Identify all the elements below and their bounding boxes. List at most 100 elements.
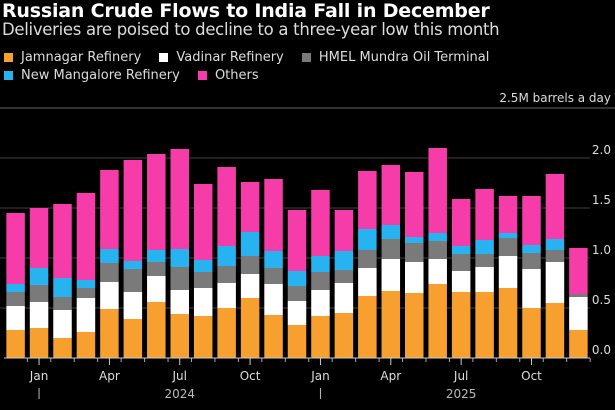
bar-stack <box>29 208 49 358</box>
bar-segment-vadinar-refinery <box>29 302 49 328</box>
bar-segment-new-mangalore-refinery <box>123 261 143 269</box>
bar-segment-hmel-mundra-oil-terminal <box>6 292 25 306</box>
bar-stack <box>287 210 307 358</box>
bar-segment-others <box>29 208 49 268</box>
bar-stack <box>193 184 213 358</box>
bar-segment-new-mangalore-refinery <box>147 250 166 262</box>
legend-label: New Mangalore Refinery <box>21 68 180 83</box>
bar-segment-vadinar-refinery <box>522 269 541 308</box>
bar-segment-vadinar-refinery <box>123 292 143 319</box>
bar-segment-jamnagar-refinery <box>287 325 307 358</box>
legend-swatch <box>301 53 311 62</box>
bar-segment-others <box>498 196 518 233</box>
bar-segment-jamnagar-refinery <box>498 288 518 358</box>
chart-title: Russian Crude Flows to India Fall in Dec… <box>2 0 490 22</box>
bar-segment-others <box>170 149 189 249</box>
legend-item-hmel: HMEL Mundra Oil Terminal <box>301 49 489 66</box>
bar-segment-vadinar-refinery <box>53 310 72 338</box>
bar-segment-others <box>311 190 330 256</box>
bar-segment-new-mangalore-refinery <box>405 237 424 243</box>
axes: 0.0 0.5 1.0 1.5 2.0 Jan Apr Jul Oct Jan Apr Jul Oct 2… <box>4 143 611 401</box>
bar-segment-vadinar-refinery <box>193 288 213 316</box>
bar-segment-vadinar-refinery <box>569 297 588 330</box>
x-tick-label: Apr <box>99 369 120 383</box>
bar-segment-hmel-mundra-oil-terminal <box>100 263 119 282</box>
legend-item-jamnagar: Jamnagar Refinery <box>4 49 141 66</box>
bar-segment-vadinar-refinery <box>381 259 401 291</box>
bar-segment-hmel-mundra-oil-terminal <box>358 250 377 268</box>
bar-segment-others <box>287 210 307 271</box>
x-tick-label: Apr <box>380 369 401 383</box>
bar-segment-new-mangalore-refinery <box>334 251 354 270</box>
bar-segment-new-mangalore-refinery <box>287 271 307 286</box>
legend-swatch <box>4 71 13 80</box>
bar-stack <box>405 172 424 358</box>
year-label: 2024 <box>164 387 195 401</box>
bar-segment-new-mangalore-refinery <box>6 284 25 292</box>
bar-segment-hmel-mundra-oil-terminal <box>147 262 166 276</box>
bar-segment-jamnagar-refinery <box>170 314 189 358</box>
bar-segment-jamnagar-refinery <box>217 308 236 358</box>
bar-stack <box>451 199 471 358</box>
legend-label: Jamnagar Refinery <box>21 50 142 65</box>
bar-stack <box>545 174 565 358</box>
bar-segment-hmel-mundra-oil-terminal <box>522 253 541 269</box>
bar-segment-vadinar-refinery <box>287 301 307 325</box>
bar-segment-others <box>53 204 72 278</box>
bar-segment-new-mangalore-refinery <box>100 249 119 263</box>
y-tick-label: 0.0 <box>592 343 611 357</box>
bar-segment-new-mangalore-refinery <box>381 225 401 239</box>
legend-swatch <box>4 53 13 62</box>
bar-segment-others <box>334 210 354 251</box>
legend-label: Vadinar Refinery <box>176 50 284 65</box>
bar-segment-hmel-mundra-oil-terminal <box>123 269 143 292</box>
bar-segment-hmel-mundra-oil-terminal <box>545 250 565 262</box>
bar-segment-vadinar-refinery <box>264 284 283 315</box>
bar-segment-vadinar-refinery <box>6 306 25 330</box>
bar-segment-jamnagar-refinery <box>193 316 213 358</box>
bar-stack <box>475 189 494 358</box>
bar-segment-vadinar-refinery <box>100 282 119 309</box>
bar-segment-vadinar-refinery <box>428 259 447 284</box>
bar-segment-new-mangalore-refinery <box>240 232 260 256</box>
bar-segment-hmel-mundra-oil-terminal <box>76 288 96 298</box>
bar-segment-jamnagar-refinery <box>475 292 494 358</box>
bar-segment-jamnagar-refinery <box>358 296 377 358</box>
bar-segment-hmel-mundra-oil-terminal <box>193 272 213 288</box>
bar-segment-hmel-mundra-oil-terminal <box>569 294 588 297</box>
bar-stack <box>428 148 447 358</box>
bar-segment-new-mangalore-refinery <box>217 246 236 266</box>
bar-segment-vadinar-refinery <box>334 283 354 313</box>
legend-swatch <box>159 53 169 62</box>
bar-segment-hmel-mundra-oil-terminal <box>170 267 189 290</box>
bar-segment-vadinar-refinery <box>498 256 518 288</box>
bar-stack <box>569 248 588 358</box>
bar-segment-jamnagar-refinery <box>6 330 25 358</box>
bar-segment-new-mangalore-refinery <box>451 246 471 254</box>
bar-segment-vadinar-refinery <box>240 274 260 298</box>
bar-segment-others <box>381 165 401 225</box>
bar-segment-new-mangalore-refinery <box>428 233 447 241</box>
bar-segment-hmel-mundra-oil-terminal <box>475 254 494 267</box>
bar-segment-hmel-mundra-oil-terminal <box>217 266 236 283</box>
bar-stack <box>334 210 354 358</box>
bar-segment-new-mangalore-refinery <box>522 245 541 253</box>
bar-segment-jamnagar-refinery <box>569 330 588 358</box>
bar-stack <box>53 204 72 358</box>
bar-segment-jamnagar-refinery <box>334 313 354 358</box>
bar-segment-jamnagar-refinery <box>53 338 72 358</box>
bar-segment-jamnagar-refinery <box>405 293 424 358</box>
bar-segment-others <box>217 167 236 246</box>
bar-segment-others <box>6 213 25 284</box>
bar-segment-others <box>428 148 447 233</box>
bar-segment-others <box>475 189 494 240</box>
bar-segment-new-mangalore-refinery <box>170 249 189 267</box>
bar-segment-vadinar-refinery <box>170 290 189 314</box>
bar-segment-new-mangalore-refinery <box>475 240 494 254</box>
bar-stack <box>6 213 25 358</box>
bar-segment-jamnagar-refinery <box>311 316 330 358</box>
bar-segment-hmel-mundra-oil-terminal <box>498 238 518 256</box>
legend-label: Others <box>214 68 259 83</box>
bar-segment-others <box>545 174 565 239</box>
x-tick-label: Jul <box>453 369 468 383</box>
